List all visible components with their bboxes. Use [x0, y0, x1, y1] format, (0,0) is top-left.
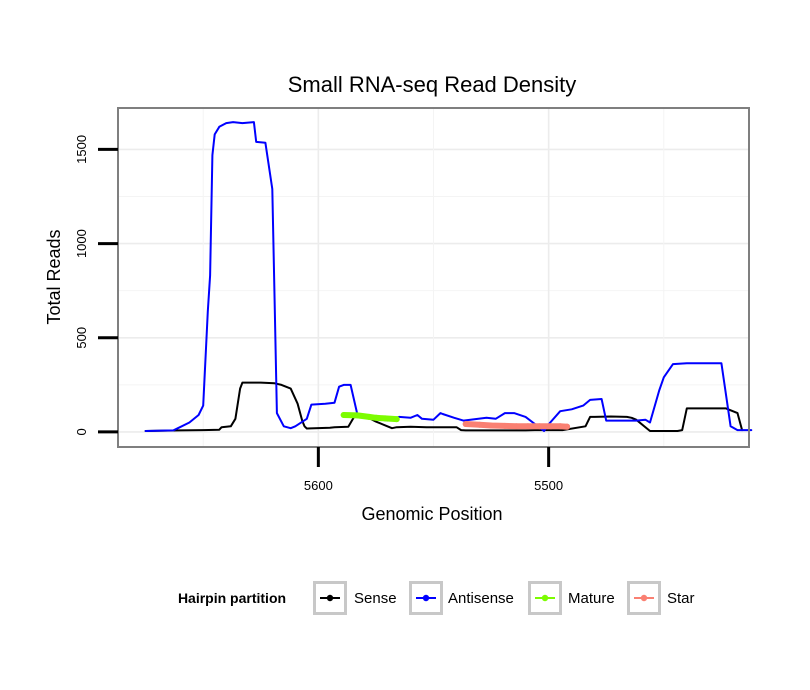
series-layer [144, 121, 753, 432]
legend-label-sense: Sense [354, 590, 397, 607]
x-tick-label: 5500 [534, 478, 563, 493]
legend-key-dot-star [640, 594, 648, 602]
data-point-mature [382, 415, 389, 422]
y-tick-label: 1500 [74, 135, 89, 164]
legend: Hairpin partition Sense Antisense Mature St… [178, 581, 695, 615]
axes: 0 500 1000 1500 5600 5500 [74, 135, 563, 493]
y-tick-label: 1000 [74, 229, 89, 258]
series-line-sense [144, 381, 744, 432]
data-point-star [564, 423, 571, 430]
data-point-star [488, 422, 495, 429]
data-point-mature [340, 411, 347, 418]
plot-border [117, 107, 750, 448]
legend-key-box-sense [313, 581, 347, 615]
data-point-star [547, 423, 554, 430]
legend-title: Hairpin partition [178, 590, 286, 606]
data-point-star [513, 423, 520, 430]
y-axis-title: Total Reads [44, 229, 64, 324]
data-point-star [557, 423, 564, 430]
series-line-star [462, 421, 571, 430]
y-tick-label: 0 [74, 428, 89, 435]
legend-key-dot-antisense [422, 594, 430, 602]
data-point-star [462, 421, 469, 428]
legend-key-box-mature [528, 581, 562, 615]
data-point-star [536, 423, 543, 430]
data-point-mature [393, 416, 400, 423]
legend-label-mature: Mature [568, 590, 615, 607]
y-tick-label: 500 [74, 327, 89, 349]
data-point-mature [372, 414, 379, 421]
data-point-mature [354, 412, 361, 419]
legend-key-dot-sense [326, 594, 334, 602]
x-axis-title: Genomic Position [361, 504, 502, 524]
chart-title: Small RNA-seq Read Density [288, 72, 577, 97]
legend-key-dot-mature [541, 594, 549, 602]
data-point-mature [366, 413, 373, 420]
legend-label-antisense: Antisense [448, 590, 514, 607]
legend-label-star: Star [667, 590, 695, 607]
data-point-star [476, 421, 483, 428]
data-point-star [524, 423, 531, 430]
legend-key-box-star [627, 581, 661, 615]
data-point-star [501, 422, 508, 429]
x-tick-label: 5600 [304, 478, 333, 493]
